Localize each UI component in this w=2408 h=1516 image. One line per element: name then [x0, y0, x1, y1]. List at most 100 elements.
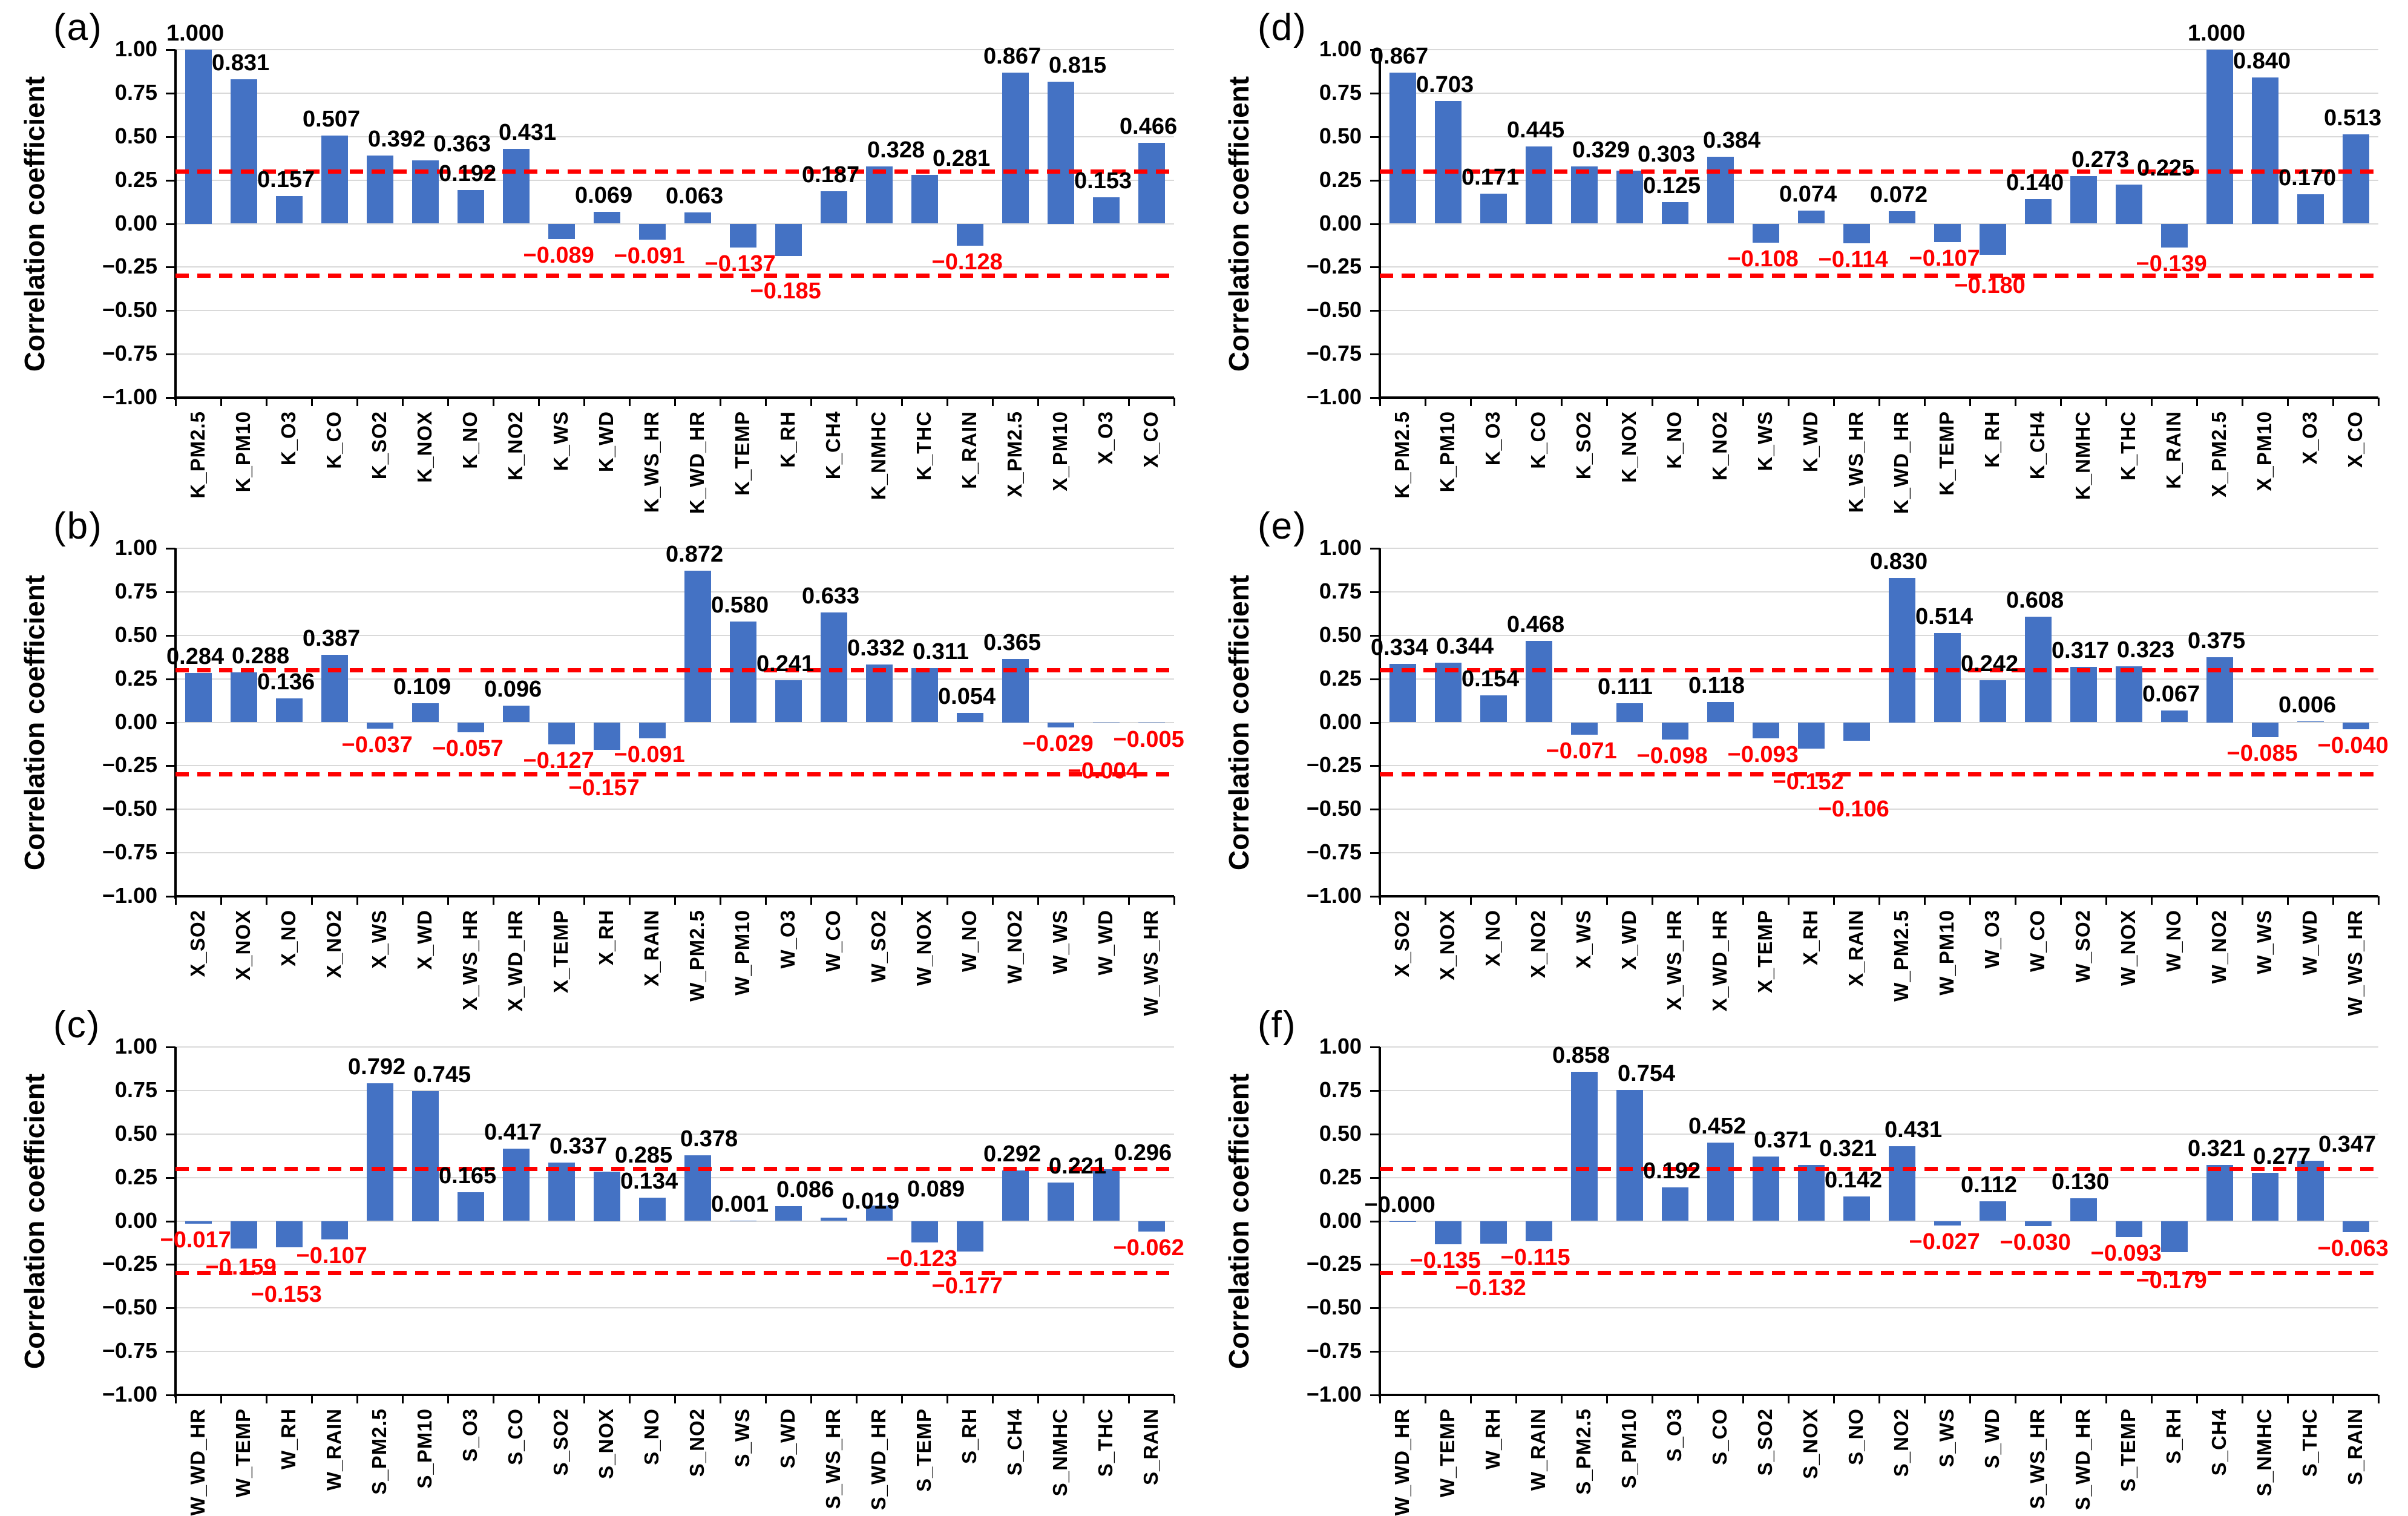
y-tick-label: 0.50 — [1319, 1120, 1362, 1146]
x-axis-tick — [1924, 896, 1926, 905]
y-axis-tick — [166, 1351, 176, 1353]
gridline — [1380, 266, 2378, 268]
category-label: S_WD — [776, 1408, 799, 1469]
x-axis-tick — [629, 398, 631, 406]
value-label: 0.466 — [1120, 113, 1178, 139]
panel-c: (c) Correlation coefficient 1.00 0.75 0.50… — [0, 997, 1204, 1516]
bar — [185, 672, 212, 723]
y-axis-tick — [1370, 852, 1380, 855]
bar — [1047, 1182, 1074, 1221]
x-axis-tick — [2015, 1395, 2016, 1403]
y-tick-label: −1.00 — [1306, 883, 1362, 908]
y-axis-tick — [1370, 678, 1380, 680]
value-label: 0.317 — [2052, 638, 2110, 664]
y-axis-tick — [1370, 179, 1380, 182]
value-label: 0.387 — [303, 626, 361, 652]
bar — [593, 1171, 620, 1221]
category-label: S_PM10 — [413, 1408, 436, 1489]
category-label: X_WS — [367, 910, 390, 969]
value-label: 0.170 — [2278, 165, 2337, 191]
bar — [457, 190, 484, 224]
bar — [2070, 667, 2097, 723]
y-tick-label: 0.75 — [1319, 79, 1362, 105]
category-label: W_NO2 — [2207, 910, 2230, 984]
gridline — [176, 1220, 1174, 1222]
category-label: S_RH — [2162, 1408, 2185, 1465]
x-axis-tick — [1742, 398, 1744, 406]
category-label: K_SO2 — [1572, 411, 1595, 480]
value-label: 0.157 — [257, 167, 315, 193]
value-label: −0.115 — [1500, 1244, 1570, 1270]
category-label: X_WD — [413, 910, 436, 970]
value-label: 0.378 — [680, 1126, 738, 1152]
bar — [1752, 722, 1779, 739]
x-axis-tick — [1173, 1395, 1175, 1403]
value-label: 1.000 — [166, 21, 225, 46]
gridline — [1380, 1089, 2378, 1091]
y-tick-label: −0.50 — [102, 297, 157, 323]
category-label: X_PM10 — [1048, 411, 1071, 491]
x-axis-tick — [1037, 896, 1039, 905]
bar — [412, 703, 439, 723]
x-axis-tick — [1561, 896, 1563, 905]
bar — [1047, 722, 1074, 727]
x-axis-tick — [1652, 398, 1653, 406]
gridline — [1380, 1307, 2378, 1309]
value-label: 0.242 — [1961, 651, 2019, 677]
x-axis-tick — [1924, 1395, 1926, 1403]
bar — [230, 1221, 257, 1249]
value-label: −0.123 — [886, 1245, 957, 1272]
y-axis-tick — [166, 1176, 176, 1179]
category-label: S_O3 — [458, 1408, 481, 1462]
bar — [185, 1221, 212, 1224]
gridline — [176, 765, 1174, 767]
value-label: −0.107 — [1909, 246, 1980, 272]
value-label: 0.371 — [1754, 1127, 1812, 1153]
gridline — [176, 809, 1174, 810]
bar — [1888, 577, 1915, 723]
category-label: K_TEMP — [730, 411, 753, 496]
value-label: −0.153 — [251, 1282, 322, 1308]
bar — [1979, 1201, 2006, 1221]
x-axis-tick — [583, 896, 585, 905]
bar — [1138, 1221, 1165, 1232]
y-tick-label: 0.50 — [1319, 123, 1362, 148]
y-axis-tick — [1370, 1351, 1380, 1353]
y-axis-tick — [166, 136, 176, 138]
value-label: −0.004 — [1068, 758, 1139, 784]
x-axis-tick — [220, 896, 222, 905]
bar — [1480, 1221, 1507, 1244]
category-label: S_SO2 — [549, 1408, 572, 1476]
bar — [366, 155, 393, 224]
x-axis-tick — [946, 896, 948, 905]
bar — [1616, 171, 1643, 224]
value-label: −0.107 — [296, 1243, 367, 1269]
bar — [638, 223, 666, 240]
bar — [820, 191, 847, 224]
category-label: K_RH — [776, 411, 799, 468]
category-label: S_CH4 — [2207, 1408, 2230, 1476]
value-label: −0.029 — [1022, 730, 1094, 756]
category-label: K_RH — [1980, 411, 2003, 468]
y-tick-label: 0.75 — [1319, 1077, 1362, 1102]
value-label: 0.431 — [1885, 1117, 1943, 1143]
value-label: 0.112 — [1961, 1172, 2017, 1198]
y-tick-label: 0.75 — [114, 1077, 157, 1102]
y-axis-tick — [166, 809, 176, 811]
bar — [548, 223, 575, 240]
x-axis-tick — [1470, 896, 1472, 905]
value-label: 0.311 — [913, 639, 969, 665]
value-label: 0.225 — [2137, 155, 2195, 181]
category-label: W_RAIN — [1526, 1408, 1549, 1491]
y-tick-label: 0.00 — [114, 210, 157, 235]
value-label: 0.153 — [1074, 168, 1132, 194]
y-tick-label: 0.50 — [114, 1120, 157, 1146]
y-tick-label: −0.25 — [102, 1251, 157, 1276]
category-label: K_WD_HR — [1889, 411, 1912, 514]
value-label: 0.321 — [1819, 1136, 1877, 1162]
bar — [2251, 722, 2278, 737]
x-axis-tick — [538, 398, 540, 406]
y-tick-label: −0.25 — [102, 752, 157, 778]
x-axis-tick — [311, 398, 313, 406]
y-tick-label: −0.75 — [1306, 341, 1362, 366]
